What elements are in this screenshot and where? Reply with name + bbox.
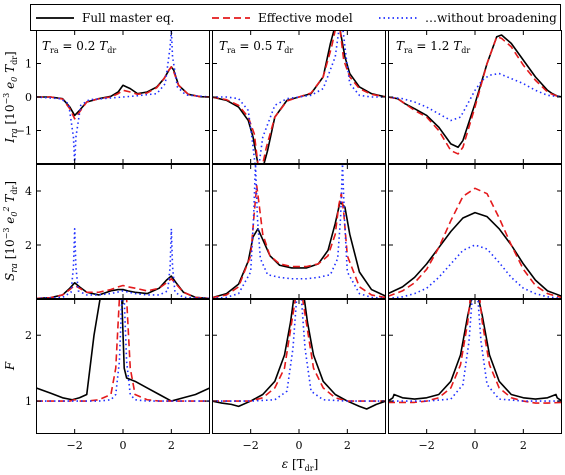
panel-frame (212, 299, 386, 434)
series-without-broadening (212, 30, 386, 164)
panel-lines (212, 299, 386, 410)
series-full-master-eq (36, 275, 210, 299)
series-without-broadening (388, 244, 562, 299)
panel-lines (36, 299, 210, 402)
panel-r2-c1: −2 0 2 (212, 299, 386, 452)
panel-r0-c0: −1 0 1 (16, 30, 210, 164)
y-tick-label: 1 (25, 395, 32, 408)
y-tick-label: 1 (25, 58, 32, 71)
panel-r2-c2: −2 0 2 (388, 299, 562, 452)
panel-r2-c0: 1 2 −2 0 2 (25, 299, 210, 452)
series-full-master-eq (388, 211, 562, 298)
x-tick-label: 2 (344, 439, 351, 452)
panel-lines (388, 299, 562, 404)
x-tick-label: 2 (520, 439, 527, 452)
x-tick-label: 2 (168, 439, 175, 452)
series-full-master-eq (388, 299, 562, 402)
series-without-broadening (388, 72, 562, 122)
panel-r1-c1 (212, 164, 386, 299)
panel-frame (36, 164, 210, 299)
y-tick-label: 4 (25, 185, 32, 198)
column-title-0: Tra = 0.2 Tdr (42, 39, 116, 55)
series-effective-model (388, 299, 562, 404)
x-tick-label: −2 (243, 439, 259, 452)
series-without-broadening (36, 299, 210, 402)
x-tick-label: 0 (120, 439, 127, 452)
ylabel-noise: Sra [10−3 e02 Tdr] (2, 181, 20, 281)
series-full-master-eq (212, 299, 386, 410)
y-tick-label: 2 (25, 329, 32, 342)
series-without-broadening (36, 30, 210, 164)
series-full-master-eq (212, 201, 386, 299)
x-tick-label: 0 (296, 439, 303, 452)
ylabel-fano: F (3, 361, 17, 371)
y-tick-label: 2 (25, 239, 32, 252)
x-tick-label: 0 (472, 439, 479, 452)
panel-r0-c1 (212, 30, 386, 164)
panel-lines (388, 34, 562, 155)
panel-r1-c0: 24 (25, 164, 210, 299)
legend-label-full-master: Full master eq. (82, 11, 174, 25)
panel-lines (212, 164, 386, 299)
x-tick-label: −2 (67, 439, 83, 452)
panel-r1-c2 (388, 164, 562, 299)
series-full-master-eq (36, 299, 210, 402)
series-effective-model (388, 35, 562, 155)
series-without-broadening (212, 164, 386, 299)
panel-lines (388, 187, 562, 299)
ylabel-current: Ira [10−3 e0 Tdr] (2, 51, 20, 143)
legend-label-effective-model: Effective model (258, 11, 353, 25)
legend: Full master eq. Effective model …without… (36, 11, 557, 25)
panel-r0-c2 (388, 30, 562, 164)
panel-lines (36, 228, 210, 299)
series-effective-model (36, 299, 210, 402)
panel-lines (212, 30, 386, 164)
x-tick-label: −2 (419, 439, 435, 452)
series-effective-model (388, 187, 562, 299)
panel-lines (36, 30, 210, 164)
series-effective-model (212, 299, 386, 402)
series-without-broadening (212, 299, 386, 402)
panel-frame (212, 164, 386, 299)
series-effective-model (212, 184, 386, 299)
legend-label-without-broadening: …without broadening (425, 11, 557, 25)
y-tick-label: −1 (16, 125, 32, 138)
panel-frame (388, 299, 562, 434)
series-without-broadening (388, 299, 562, 402)
xlabel: ε [Tdr] (282, 457, 319, 473)
series-effective-model (36, 66, 210, 120)
column-title-1: Tra = 0.5 Tdr (219, 39, 293, 55)
y-tick-label: 0 (25, 91, 32, 104)
series-without-broadening (36, 228, 210, 299)
column-title-2: Tra = 1.2 Tdr (396, 39, 470, 55)
